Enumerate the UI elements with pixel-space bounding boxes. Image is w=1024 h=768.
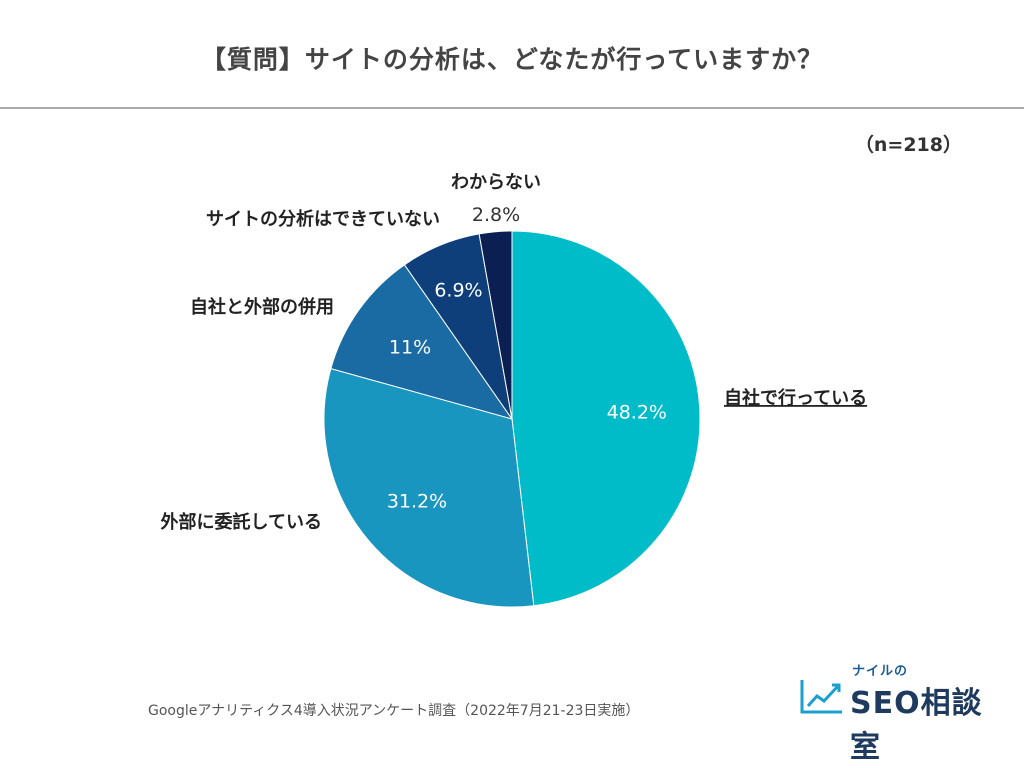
value-label-2: 31.2% [387,490,447,512]
category-label-3: 自社と外部の併用 [190,296,334,318]
seo-soudanshitsu-logo: ナイルの SEO相談室 [800,660,990,765]
pie-slice-5 [478,230,513,420]
value-label-3: 11% [389,337,431,359]
category-label-1: 自社で行っている [724,387,867,409]
title-divider [0,107,1024,109]
value-label-5: 2.8% [472,204,520,226]
trend-chart-icon [800,680,842,714]
value-label-4: 6.9% [434,280,482,302]
logo-main-text: SEO相談室 [850,686,983,765]
page-title: 【質問】サイトの分析は、どなたが行っていますか？ [200,45,824,74]
sample-size-label: （n=218） [854,134,962,156]
category-label-4: サイトの分析はできていない [206,208,440,230]
value-label-1: 48.2% [607,402,667,424]
category-label-2: 外部に委託している [161,511,322,533]
pie-slice-3 [330,264,514,420]
logo-top-text: ナイルの [852,664,909,679]
pie-slice-1 [511,230,701,607]
category-label-5: わからない [451,172,541,193]
pie-slice-2 [323,367,535,608]
source-note: Googleアナリティクス4導入状況アンケート調査（2022年7月21-23日実… [148,703,640,719]
